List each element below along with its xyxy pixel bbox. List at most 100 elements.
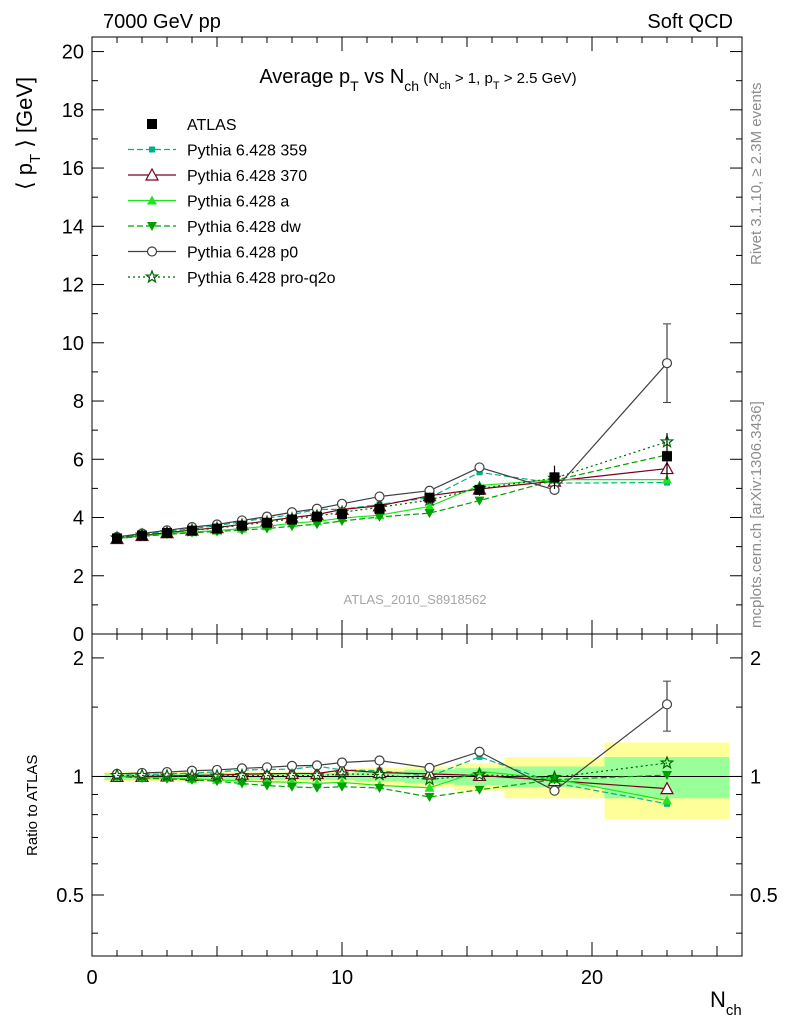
- legend-label: Pythia 6.428 dw: [187, 219, 301, 236]
- ratio-point-pq2o: [134, 767, 150, 782]
- legend: ATLAS Pythia 6.428 359 Pythia 6.428 370 Pyt…: [128, 117, 336, 287]
- y-tick-label: 18: [62, 100, 84, 122]
- data-point-atlas: [212, 523, 222, 534]
- data-point-pdw: [337, 517, 347, 527]
- y-tick-label: 16: [62, 158, 84, 180]
- legend-label: Pythia 6.428 pro-q2o: [187, 270, 336, 287]
- legend-entry-p359: Pythia 6.428 359: [128, 143, 307, 160]
- y-tick-label: 20: [62, 42, 84, 64]
- ratio-point-pp0: [261, 762, 273, 773]
- legend-entry-p370: Pythia 6.428 370: [128, 167, 307, 185]
- data-point-pa: [424, 501, 435, 511]
- x-tick-label: 10: [331, 967, 353, 989]
- data-point-pdw: [374, 512, 385, 522]
- data-point-atlas: [237, 520, 247, 531]
- ratio-point-pdw: [287, 782, 297, 792]
- ratio-point-pdw: [662, 771, 672, 781]
- y-tick-label: 4: [73, 508, 84, 530]
- y-tick-label: 2: [73, 566, 84, 588]
- ratio-tick-label: 1: [73, 766, 84, 788]
- ratio-point-pp0: [474, 746, 485, 757]
- ratio-point-pp0: [424, 762, 435, 773]
- y-tick-label: 12: [62, 275, 84, 297]
- series-atlas: [112, 433, 672, 544]
- legend-entry-pdw: Pythia 6.428 dw: [128, 219, 301, 236]
- legend-marker: [147, 222, 157, 231]
- ratio-y-axis-label: Ratio to ATLAS: [24, 755, 41, 856]
- ratio-point-pdw: [374, 783, 385, 793]
- ratio-point-pdw: [312, 783, 322, 793]
- data-point-atlas: [312, 511, 322, 522]
- rivet-version-label: Rivet 3.1.10, ≥ 2.3M events: [748, 83, 765, 266]
- data-point-pp0: [661, 358, 673, 369]
- legend-marker: [147, 119, 157, 129]
- legend-label: Pythia 6.428 370: [187, 168, 307, 185]
- data-point-pp0: [336, 498, 348, 509]
- ratio-point-pdw: [262, 781, 272, 791]
- ratio-tick-label-right: 2: [750, 648, 761, 670]
- ratio-point-p370: [659, 781, 675, 795]
- legend-marker: [149, 146, 155, 153]
- x-tick-label: 0: [86, 967, 97, 989]
- ratio-line-pq2o: [116, 762, 668, 781]
- legend-label: Pythia 6.428 359: [187, 143, 307, 160]
- data-point-pp0: [474, 462, 485, 473]
- data-point-atlas: [549, 472, 560, 483]
- data-point-atlas: [662, 451, 672, 462]
- ratio-point-pp0: [661, 699, 673, 710]
- ratio-tick-label: 0.5: [56, 885, 84, 907]
- data-point-pdw: [312, 520, 322, 530]
- data-point-atlas: [112, 533, 122, 544]
- ratio-point-pq2o: [109, 767, 125, 782]
- legend-label: Pythia 6.428 a: [187, 194, 289, 211]
- legend-entry-atlas: ATLAS: [147, 117, 237, 134]
- header-right: Soft QCD: [647, 11, 733, 33]
- data-point-pdw: [424, 509, 435, 519]
- series-layer: [109, 323, 675, 807]
- ratio-point-pa: [424, 782, 435, 792]
- ratio-tick-label-right: 1: [750, 766, 761, 788]
- ratio-point-pdw: [237, 779, 247, 789]
- legend-label: Pythia 6.428 p0: [187, 245, 298, 262]
- ratio-point-pa: [662, 795, 672, 805]
- ratio-point-p359: [476, 753, 483, 760]
- header-left: 7000 GeV pp: [103, 11, 221, 33]
- data-point-atlas: [162, 527, 172, 538]
- ratio-point-pq2o: [209, 768, 225, 783]
- ratio-tick-label-right: 0.5: [750, 885, 778, 907]
- legend-marker: [144, 167, 160, 181]
- legend-marker: [146, 246, 158, 257]
- data-point-atlas: [374, 503, 385, 514]
- ratio-point-pp0: [374, 755, 385, 766]
- legend-entry-pq2o: Pythia 6.428 pro-q2o: [128, 269, 336, 287]
- ratio-point-pq2o: [234, 767, 250, 782]
- data-point-atlas: [424, 492, 435, 503]
- ratio-point-pq2o: [159, 768, 175, 783]
- y-tick-label: 10: [62, 333, 84, 355]
- data-point-atlas: [137, 530, 147, 541]
- legend-marker: [147, 195, 157, 205]
- y-tick-label: 0: [73, 624, 84, 646]
- ratio-point-pdw: [474, 785, 485, 795]
- series-pp0: [111, 323, 673, 796]
- ratio-point-pq2o: [259, 767, 275, 782]
- legend-marker: [144, 269, 160, 284]
- y-tick-label: 14: [62, 216, 84, 238]
- ratio-point-pp0: [336, 757, 348, 768]
- ratio-tick-label: 2: [73, 648, 84, 670]
- y-tick-label: 8: [73, 391, 84, 413]
- data-point-atlas: [337, 509, 347, 520]
- analysis-watermark: ATLAS_2010_S8918562: [344, 592, 487, 607]
- series-line-pp0: [116, 362, 668, 538]
- x-tick-label: 20: [581, 967, 603, 989]
- data-point-pdw: [474, 496, 485, 506]
- data-point-atlas: [187, 525, 197, 536]
- series-pq2o: [109, 434, 675, 786]
- y-axis-label: ⟨ pT ⟩ [GeV]: [12, 77, 44, 190]
- data-point-atlas: [474, 484, 485, 495]
- ratio-point-pdw: [424, 793, 435, 803]
- legend-entry-pp0: Pythia 6.428 p0: [128, 245, 298, 262]
- y-tick-label: 6: [73, 449, 84, 471]
- x-axis-label: Nch: [710, 987, 742, 1019]
